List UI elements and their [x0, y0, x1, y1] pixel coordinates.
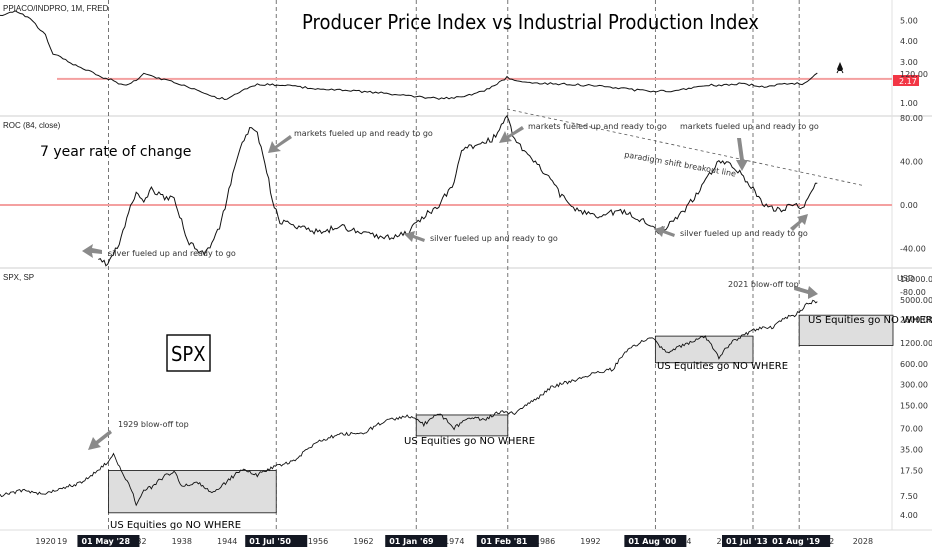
- silver-note-2: silver fueled up and ready to go: [430, 234, 558, 243]
- range-box: [654, 335, 754, 364]
- top-y-axis: 5.004.003.002.001.00: [900, 17, 918, 108]
- date-marker: 01 Feb '81: [476, 535, 539, 547]
- x-tick-label: 1974: [444, 537, 464, 546]
- last-value-badge: 2.17: [893, 75, 919, 86]
- silver-note-3: silver fueled up and ready to go: [680, 229, 808, 238]
- date-marker-label: 01 Jul '50: [249, 537, 291, 546]
- y-tick-label: -80.00: [900, 288, 926, 297]
- spx-line: [0, 299, 818, 507]
- y-tick-label: 0.00: [900, 201, 918, 210]
- us-equities-label-4: US Equities go NO WHERE: [808, 315, 932, 326]
- hline-zero: [0, 204, 892, 206]
- date-marker: 01 Aug '19: [768, 535, 831, 547]
- roc-note-1: markets fueled up and ready to go: [294, 129, 433, 138]
- roc-note-3: markets fueled up and ready to go: [680, 122, 819, 131]
- breakout-trendline: [506, 108, 863, 186]
- date-marker-label: 01 Aug '19: [772, 537, 820, 546]
- spx-y-axis: 10000.00 5000.00 2600.00 1200.00 600.00 300.0…: [900, 275, 932, 520]
- roc-series-label: ROC (84, close): [3, 121, 61, 130]
- silver-note-1: silver fueled up and ready to go: [108, 249, 236, 258]
- y-tick-label: 5000.00: [900, 296, 932, 305]
- date-marker-label: 01 May '28: [81, 537, 130, 546]
- roc-line: [98, 114, 818, 267]
- y-tick-label: 17.50: [900, 466, 923, 475]
- roc-y-axis: 120.00 80.00 40.00 0.00 -40.00 -80.00: [900, 70, 928, 297]
- arrow-markers: [82, 126, 818, 450]
- date-marker: 01 Aug '00: [624, 535, 687, 547]
- x-tick-label: 1962: [353, 537, 373, 546]
- us-equities-label-2: US Equities go NO WHERE: [404, 436, 535, 447]
- spx-label-box: SPX: [166, 334, 211, 372]
- x-edge-label: 19: [57, 537, 67, 546]
- chart-title: Producer Price Index vs Industrial Produ…: [302, 10, 759, 34]
- y-tick-label: 1.00: [900, 99, 918, 108]
- date-marker: 01 May '28: [77, 535, 140, 547]
- range-box: [798, 314, 894, 346]
- y-tick-label: 40.00: [900, 157, 923, 166]
- date-marker: 01 Jan '69: [385, 535, 448, 547]
- us-equities-label-1: US Equities go NO WHERE: [110, 520, 241, 531]
- arrow-icon: [88, 430, 112, 450]
- y-tick-label: 35.00: [900, 446, 923, 455]
- arrow-icon: [404, 231, 425, 242]
- roc-note-2: markets fueled up and ready to go: [528, 122, 667, 131]
- x-tick-label: 1938: [172, 537, 192, 546]
- date-marker-label: 01 Aug '00: [628, 537, 676, 546]
- date-marker-label: 01 Jan '69: [389, 537, 434, 546]
- y-tick-label: -40.00: [900, 245, 926, 254]
- x-tick-label: 1956: [308, 537, 328, 546]
- x-tick-label: 1920: [35, 537, 55, 546]
- date-marker: 01 Jul '50: [245, 535, 308, 547]
- y-tick-label: 4.00: [900, 511, 918, 520]
- blowoff-2021-label: 2021 blow-off top: [728, 280, 799, 289]
- y-tick-label: 120.00: [900, 70, 928, 79]
- arrow-icon: [794, 286, 818, 299]
- hline-top: [57, 77, 892, 80]
- y-tick-label: 600.00: [900, 360, 928, 369]
- range-box: [415, 414, 509, 437]
- y-tick-label: 5.00: [900, 17, 918, 26]
- blowoff-1929-label: 1929 blow-off top: [118, 420, 189, 429]
- y-tick-label: 3.00: [900, 58, 918, 67]
- y-tick-label: 2600.00: [900, 316, 932, 325]
- y-tick-label: 1200.00: [900, 339, 932, 348]
- x-tick-label: 1986: [535, 537, 555, 546]
- vertical-date-lines: [108, 0, 800, 530]
- date-marker-label: 01 Feb '81: [481, 537, 528, 546]
- y-tick-label: 150.00: [900, 402, 928, 411]
- y-tick-label: 7.50: [900, 492, 918, 501]
- arrow-icon: [736, 138, 748, 171]
- arrow-icon: [268, 135, 292, 153]
- arrow-icon: [499, 126, 524, 143]
- y-tick-label: 80.00: [900, 114, 923, 123]
- last-value-text: 2.17: [899, 77, 917, 86]
- top-series-label: PPIACO/INDPRO, 1M, FRED: [3, 4, 109, 13]
- date-markers: 01 May '28 01 Jul '50 01 Jan '69 01 Feb '81…: [77, 535, 831, 547]
- y-tick-label: 10000.00: [900, 275, 932, 284]
- spx-series-label: SPX, SP: [3, 273, 34, 282]
- roc-subtitle: 7 year rate of change: [40, 144, 191, 160]
- date-marker-label: 01 Jul '13: [726, 537, 768, 546]
- ppi-ratio-line: [0, 10, 818, 101]
- arrow-icon: [790, 214, 808, 231]
- arrow-icon: [654, 226, 675, 237]
- x-tick-label: 2028: [853, 537, 873, 546]
- usd-label: USD: [897, 274, 914, 283]
- arrow-icon: [82, 244, 102, 258]
- range-box: [108, 470, 277, 514]
- y-tick-label: 4.00: [900, 37, 918, 46]
- x-tick-label: 1992: [580, 537, 600, 546]
- y-tick-label: 300.00: [900, 381, 928, 390]
- us-equities-label-3: US Equities go NO WHERE: [657, 361, 788, 372]
- rocket-icon: [836, 62, 844, 74]
- spx-label: SPX: [171, 342, 206, 366]
- y-tick-label: 70.00: [900, 425, 923, 434]
- x-tick-label: 1944: [217, 537, 237, 546]
